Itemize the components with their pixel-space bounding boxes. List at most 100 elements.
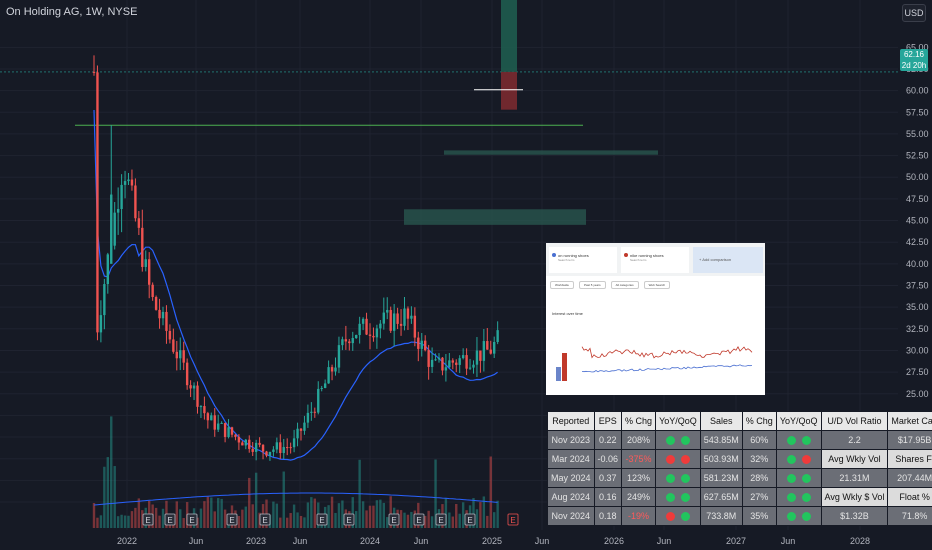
y-tick-label: 57.50 [906,107,929,117]
earnings-marker-label: E [391,516,396,525]
trend-avg-bar-2 [562,353,567,381]
green-dot-icon [665,436,675,446]
candle-body [123,181,127,185]
cell-sales-chg: 28% [741,468,777,488]
candle-body [248,439,251,449]
volume-bar [403,512,406,528]
volume-bar [199,508,203,528]
candle-body [368,334,372,336]
volume-bar [206,496,210,528]
green-dot-icon [786,436,796,446]
y-tick-label: 45.00 [906,216,929,226]
bar-countdown: 2d 20h [901,61,927,70]
candle-body [127,179,130,182]
volume-bar [182,517,185,528]
volume-bar [123,515,127,528]
cell-eps: 0.16 [593,487,623,507]
candle-body [341,339,344,346]
earnings-icon [226,513,238,526]
y-tick-label: 30.00 [906,345,929,355]
cell-eps-chg: -375% [621,449,657,469]
x-tick-label: Jun [781,536,796,546]
earnings-icon [164,513,176,526]
volume-bar [220,498,223,528]
volume-bar [237,515,241,528]
candle-body [154,297,158,310]
cell-reported: Nov 2024 [547,506,595,526]
table-header-row: Reported EPS % Chg YoY/QoQ Sales % Chg Y… [547,411,932,431]
cell-reported: Aug 2024 [547,487,595,507]
volume-bar [341,500,344,528]
volume-bar [299,515,303,528]
earnings-marker-label: E [189,516,194,525]
candle-body [427,350,430,367]
candle-body [241,442,244,446]
earnings-marker-label: E [229,516,234,525]
volume-bar [461,502,465,528]
table-row: Mar 2024 -0.06 -375% 503.93M 32% Avg Wkly Vol… [547,449,932,469]
col-reported: Reported [547,411,595,431]
y-tick-label: 40.00 [906,259,929,269]
y-tick-label: 32.50 [906,324,929,334]
candle-body [313,411,316,413]
volume-bar [110,416,113,528]
candle-body [479,350,482,361]
volume-bar [275,503,279,528]
candle-body [355,335,358,339]
candle-body [468,367,472,369]
candle-body [455,362,458,365]
candle-body [323,383,327,388]
volume-bar [106,457,109,528]
earnings-marker-label: E [467,516,472,525]
volume-bar [272,501,275,528]
volume-bar [213,511,216,528]
candle-body [375,328,379,338]
candle-body [489,349,492,354]
volume-bar [310,497,313,528]
earnings-icon [142,513,154,526]
trend-term-1: on running shoes Search term [549,247,617,273]
candle-body [272,449,275,452]
cell-stat-1: $1.32B [820,506,889,526]
volume-bar [372,505,375,528]
cell-sales: 627.65M [699,487,743,507]
cell-eps: 0.22 [593,430,623,450]
candle-body [227,427,230,437]
candle-body [223,422,227,437]
trend-term-2: nike running shoes Search term [621,247,689,273]
volume-bar [386,517,389,528]
candle-body [486,341,489,350]
volume-bar [254,472,258,528]
earnings-icon [259,513,271,526]
volume-bar [424,515,427,528]
green-dot-icon [786,493,796,503]
table-row: Nov 2024 0.18 -19% 733.8M 35% $1.32B 71.8% [547,506,932,526]
y-tick-label: 52.50 [906,151,929,161]
volume-bar [96,517,99,528]
cell-reported: May 2024 [547,468,595,488]
candle-body [244,439,247,446]
y-tick-label: 55.00 [906,129,929,139]
candle-body [475,350,479,365]
earnings-icon [186,513,198,526]
candle-body [203,406,206,414]
chart-title: On Holding AG, 1W, NYSE [6,6,138,18]
cell-stat-2: Float % [887,487,932,507]
cell-sales-chg: 32% [741,449,777,469]
candle-body [92,71,96,73]
currency-button[interactable]: USD [902,4,926,22]
cell-stat-2: 207.44M [887,468,932,488]
volume-bar [127,515,130,528]
cell-sales: 543.85M [699,430,743,450]
y-tick-label: 50.00 [906,172,929,182]
volume-bar [472,498,475,528]
candle-body [344,339,348,342]
candle-body [217,423,220,430]
volume-bar [217,498,220,528]
volume-bar [382,502,385,528]
candle-body [258,442,261,445]
volume-bar [361,501,365,528]
earnings-marker-label: E [262,516,267,525]
cell-reported: Nov 2023 [547,430,595,450]
